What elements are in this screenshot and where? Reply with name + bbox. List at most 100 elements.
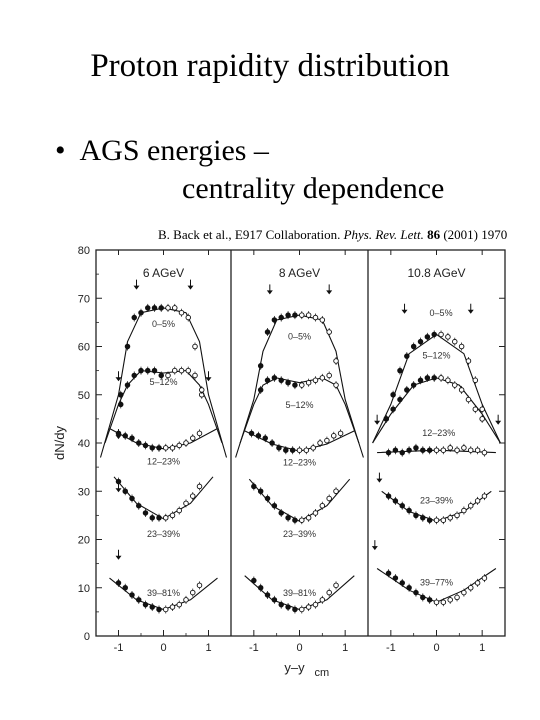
data-point [385, 570, 392, 577]
data-point [406, 585, 412, 591]
data-point [447, 597, 453, 603]
data-point [196, 430, 203, 437]
data-point [392, 498, 399, 504]
data-point [176, 601, 182, 608]
data-point [117, 401, 124, 408]
bullet-item: • AGS energies – [55, 134, 269, 168]
centrality-label: 12–23% [147, 457, 180, 467]
data-point [251, 577, 257, 584]
data-point [169, 512, 176, 519]
data-point [310, 445, 316, 451]
data-point [474, 447, 481, 453]
y-tick-label: 50 [78, 390, 90, 402]
data-point [399, 580, 406, 586]
panel-title: 6 AGeV [143, 266, 184, 280]
data-point [319, 597, 326, 603]
data-point [410, 343, 417, 350]
data-point [424, 375, 431, 381]
data-point [251, 483, 257, 490]
centrality-label: 23–39% [147, 529, 180, 539]
data-point [399, 449, 406, 456]
centrality-label: 39–77% [420, 577, 453, 587]
x-axis-label-subscript: cm [315, 667, 330, 679]
data-point [257, 585, 264, 591]
slide-title: Proton rapidity distribution [90, 48, 450, 84]
data-point [158, 305, 164, 311]
data-point [413, 589, 419, 596]
data-point [390, 406, 396, 412]
citation: B. Back et al., E917 Collaboration. Phys… [158, 227, 507, 243]
fit-curve [239, 377, 360, 444]
data-point [433, 517, 440, 523]
data-point [474, 498, 481, 504]
data-point [151, 305, 158, 311]
marker-arrow-head [401, 309, 408, 314]
data-point [171, 305, 178, 311]
data-point [452, 338, 458, 345]
data-point [289, 447, 296, 453]
bullet-text-continued: centrality dependence [182, 172, 445, 205]
marker-arrow-head [495, 420, 502, 425]
data-point [185, 367, 191, 374]
centrality-label: 0–5% [152, 319, 175, 329]
data-point [165, 372, 171, 379]
data-point [420, 594, 426, 601]
data-point [333, 582, 339, 589]
centrality-label: 12–23% [422, 428, 455, 438]
data-point [472, 406, 479, 412]
data-point [406, 507, 412, 514]
data-point [292, 382, 298, 388]
data-point [271, 375, 278, 381]
data-point [129, 435, 135, 441]
data-point [326, 495, 332, 502]
data-point [440, 599, 447, 605]
data-point [189, 435, 196, 441]
x-tick-label: 1 [479, 642, 485, 654]
data-point [278, 510, 284, 516]
data-point [299, 606, 305, 613]
data-point [404, 387, 410, 393]
bullet-marker: • [55, 134, 66, 167]
data-point [420, 447, 426, 453]
data-point [122, 488, 128, 495]
data-point [303, 447, 310, 453]
data-point [176, 507, 182, 514]
data-point [178, 309, 185, 316]
data-point [192, 343, 198, 350]
data-point [426, 597, 433, 603]
data-point [299, 517, 305, 523]
data-point [151, 367, 158, 374]
data-point [165, 305, 171, 311]
data-point [392, 447, 399, 453]
data-point [481, 575, 488, 581]
centrality-label: 23–39% [283, 529, 316, 539]
data-point [461, 589, 467, 596]
data-point [285, 379, 291, 386]
data-point [183, 440, 189, 446]
data-point [271, 597, 278, 603]
centrality-label: 5–12% [285, 400, 313, 410]
data-point [183, 500, 189, 507]
data-point [156, 606, 162, 613]
data-point [461, 507, 467, 514]
data-point [333, 358, 339, 364]
data-point [333, 488, 339, 495]
data-point [138, 309, 144, 316]
data-point [454, 447, 460, 453]
data-point [417, 338, 424, 345]
data-point [124, 382, 131, 388]
data-point [433, 599, 440, 605]
marker-arrow-head [467, 309, 474, 314]
data-point [420, 515, 426, 521]
data-point [135, 502, 142, 509]
panel-title: 10.8 AGeV [407, 266, 465, 280]
data-point [296, 447, 303, 453]
marker-arrow-head [133, 285, 140, 290]
citation-authors: B. Back et al., E917 Collaboration. [158, 227, 341, 242]
data-point [264, 377, 271, 384]
data-point [142, 442, 149, 449]
centrality-label: 0–5% [430, 308, 453, 318]
data-point [278, 601, 284, 608]
fit-curve [113, 476, 214, 520]
data-point [337, 430, 344, 437]
